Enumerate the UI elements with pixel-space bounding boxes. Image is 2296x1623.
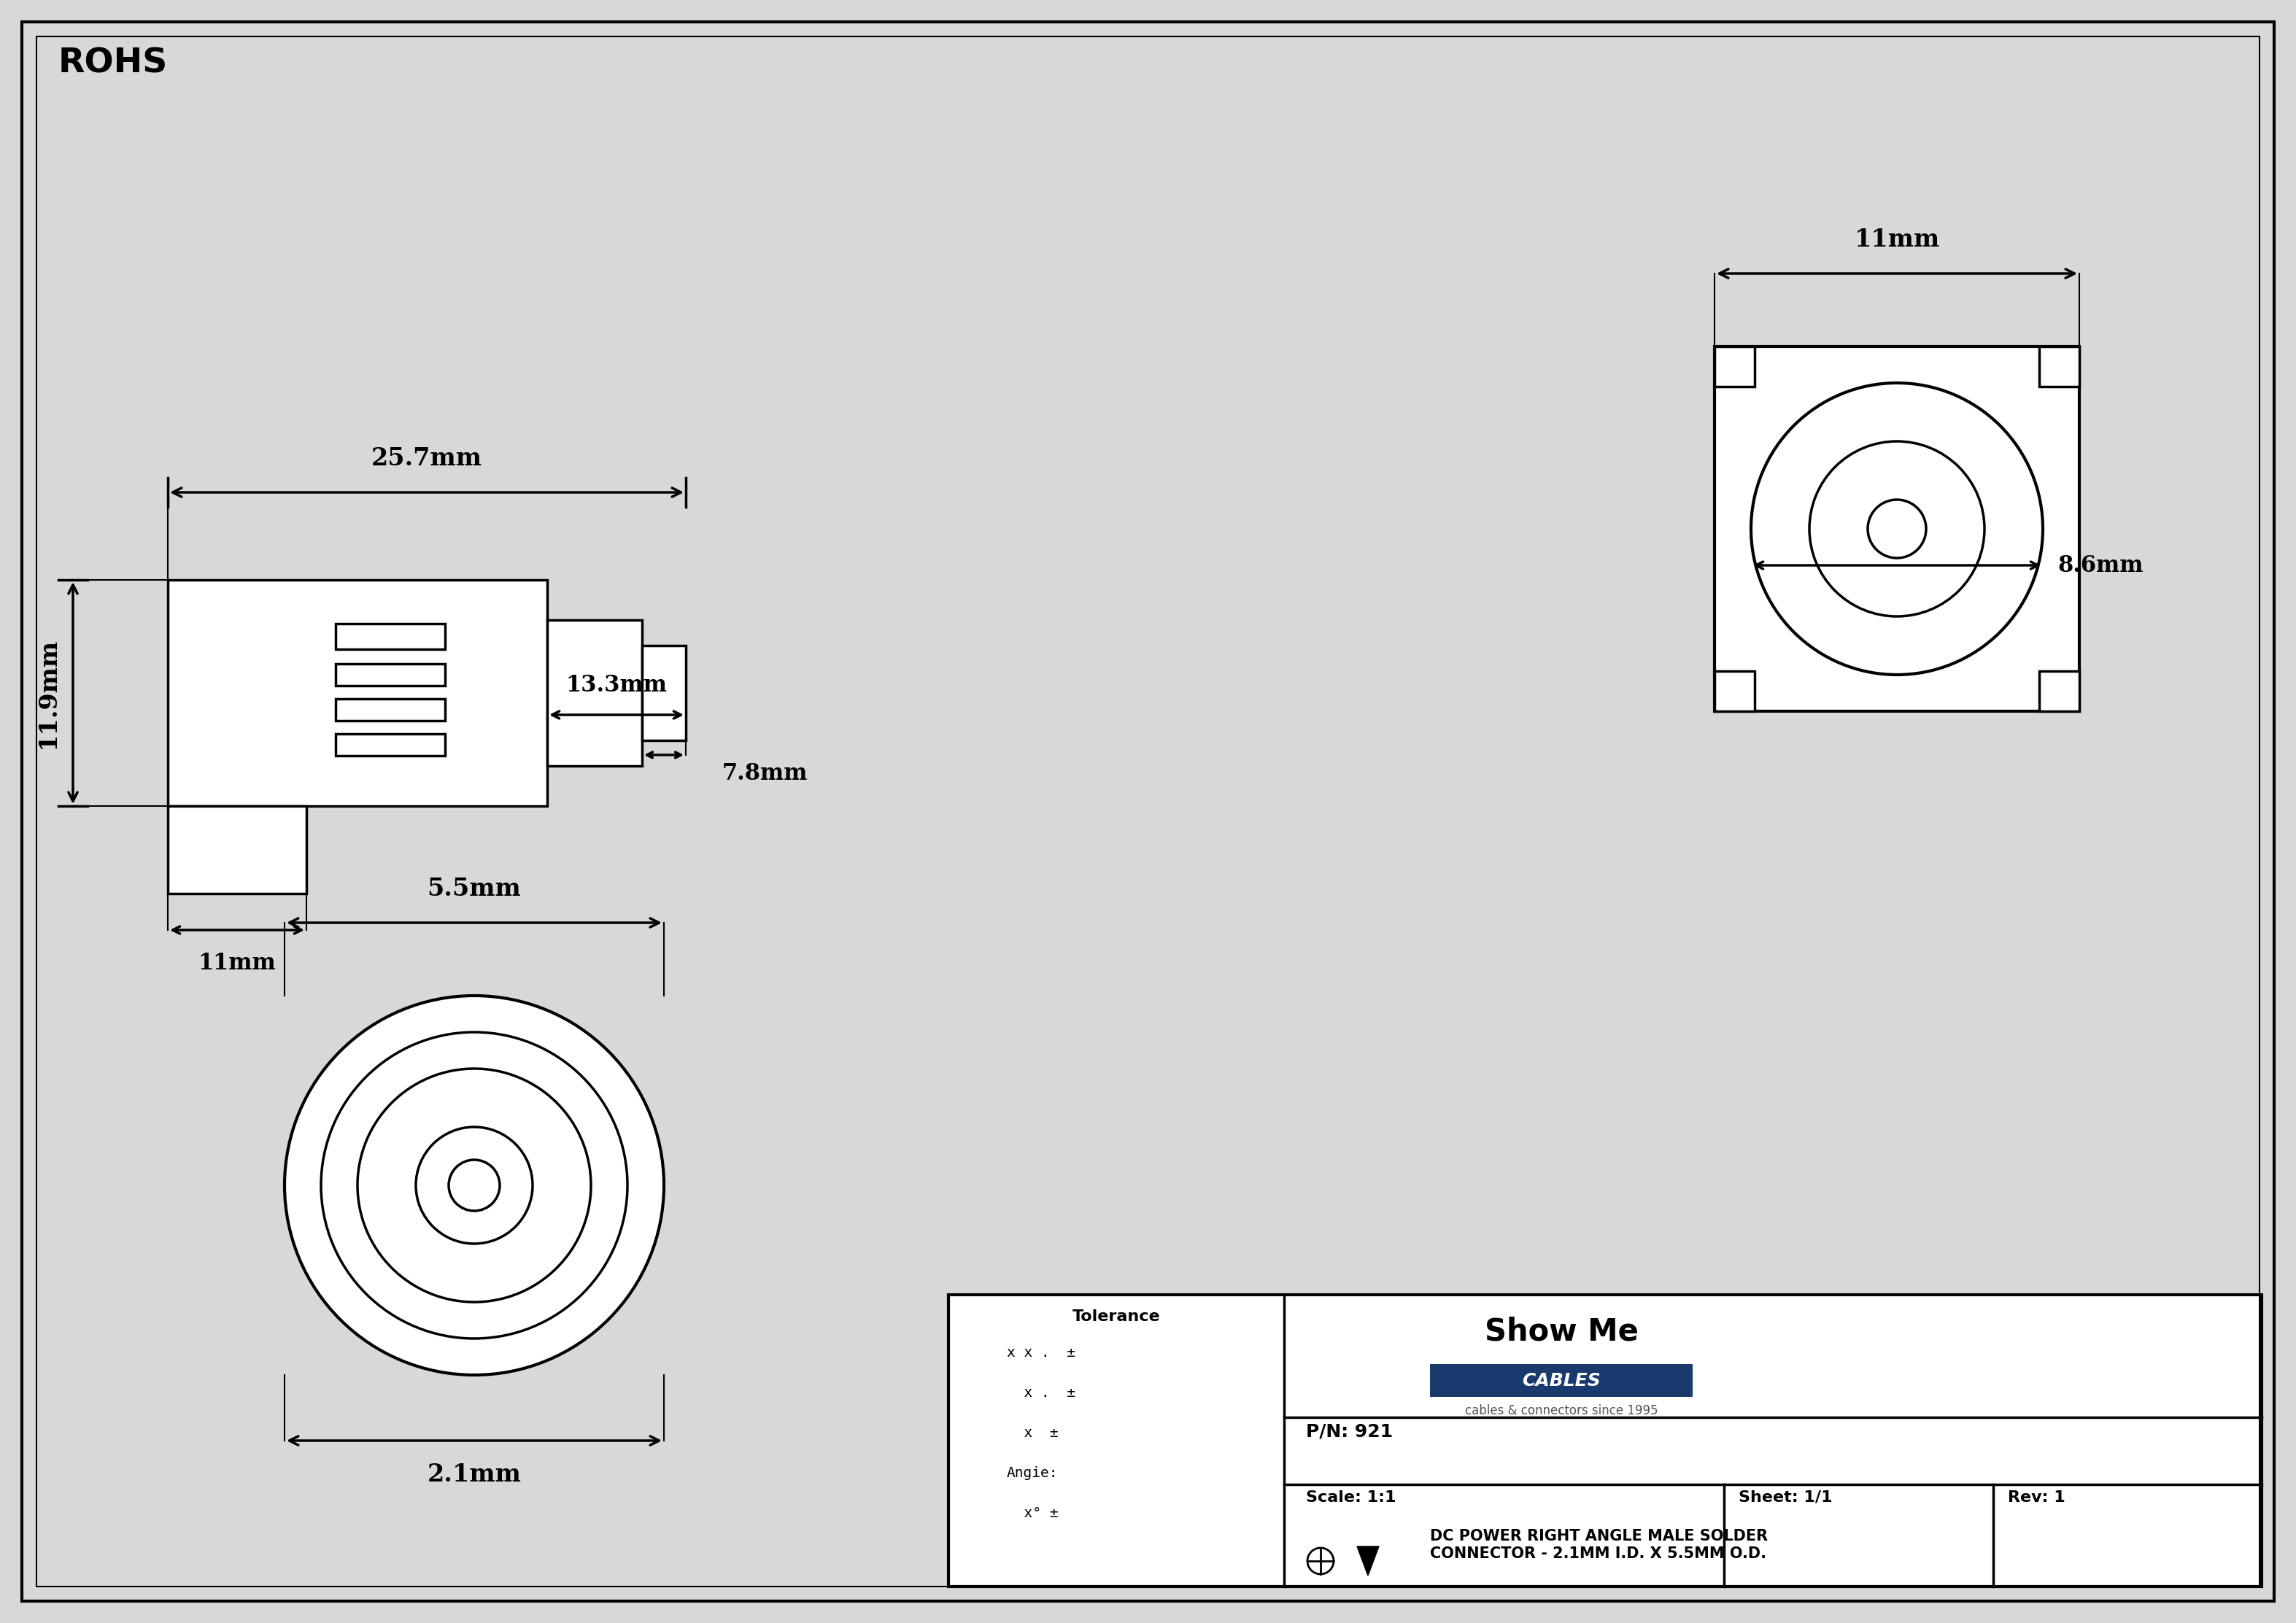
Polygon shape	[1357, 1547, 1380, 1576]
Text: 2.1mm: 2.1mm	[427, 1462, 521, 1487]
Text: Scale: 1:1: Scale: 1:1	[1306, 1490, 1396, 1505]
Text: 7.8mm: 7.8mm	[723, 763, 808, 786]
Bar	[335, 664, 445, 685]
Text: 25.7mm: 25.7mm	[372, 446, 482, 471]
Bar	[2039, 670, 2080, 711]
Text: 11.9mm: 11.9mm	[34, 638, 60, 748]
Text: x  ±: x ±	[1008, 1427, 1058, 1440]
Bar	[335, 734, 445, 756]
Circle shape	[1867, 500, 1926, 558]
Text: 5.5mm: 5.5mm	[427, 876, 521, 901]
Bar	[1430, 1363, 1692, 1397]
Text: x° ±: x° ±	[1008, 1506, 1058, 1521]
Text: 11mm: 11mm	[197, 953, 276, 974]
Text: P/N: 921: P/N: 921	[1306, 1423, 1394, 1441]
Bar	[335, 700, 445, 721]
Text: x x .  ±: x x . ±	[1008, 1345, 1075, 1360]
Text: Tolerance: Tolerance	[1072, 1310, 1159, 1324]
Text: Rev: 1: Rev: 1	[2007, 1490, 2064, 1505]
Circle shape	[285, 995, 664, 1375]
Text: 8.6mm: 8.6mm	[2057, 553, 2142, 576]
Text: ROHS: ROHS	[57, 47, 168, 80]
Text: 13.3mm: 13.3mm	[565, 674, 668, 696]
Circle shape	[1809, 441, 1984, 617]
Circle shape	[416, 1126, 533, 1243]
Circle shape	[448, 1160, 501, 1211]
Text: x .  ±: x . ±	[1008, 1386, 1075, 1399]
Text: DC POWER RIGHT ANGLE MALE SOLDER
CONNECTOR - 2.1MM I.D. X 5.5MM O.D.: DC POWER RIGHT ANGLE MALE SOLDER CONNECT…	[1430, 1529, 1768, 1561]
Text: Angie:: Angie:	[1008, 1466, 1058, 1480]
Text: Sheet: 1/1: Sheet: 1/1	[1738, 1490, 1832, 1505]
Bar	[168, 807, 305, 894]
Bar	[1715, 346, 1754, 386]
Bar	[948, 1295, 2262, 1587]
Bar	[643, 646, 687, 740]
Bar	[168, 579, 546, 807]
Bar	[2039, 346, 2080, 386]
Circle shape	[1752, 383, 2043, 675]
Bar	[1715, 670, 1754, 711]
Circle shape	[321, 1032, 627, 1339]
Text: 11mm: 11mm	[1855, 227, 1940, 252]
Text: CABLES: CABLES	[1522, 1371, 1600, 1389]
Bar	[335, 623, 445, 649]
Text: cables & connectors since 1995: cables & connectors since 1995	[1465, 1404, 1658, 1417]
Bar	[1715, 346, 2080, 711]
Circle shape	[358, 1068, 590, 1302]
Text: Show Me: Show Me	[1486, 1316, 1639, 1347]
Bar	[546, 620, 643, 766]
